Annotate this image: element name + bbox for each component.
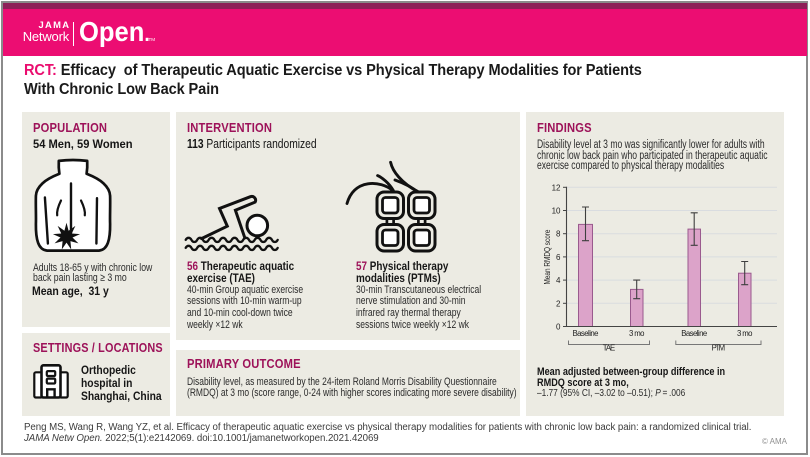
svg-text:4: 4	[556, 276, 561, 285]
svg-text:2: 2	[556, 299, 561, 308]
svg-text:PTM: PTM	[712, 344, 726, 353]
svg-text:6: 6	[556, 253, 561, 262]
svg-text:8: 8	[556, 230, 561, 239]
svg-text:0: 0	[556, 323, 561, 332]
svg-text:TAE: TAE	[603, 344, 616, 353]
svg-text:3 mo: 3 mo	[629, 329, 645, 338]
svg-text:Baseline: Baseline	[573, 329, 599, 338]
svg-text:Baseline: Baseline	[681, 329, 707, 338]
svg-text:10: 10	[552, 207, 561, 216]
svg-text:3 mo: 3 mo	[737, 329, 753, 338]
svg-text:Mean RMDQ score: Mean RMDQ score	[542, 229, 552, 284]
svg-text:12: 12	[552, 183, 561, 192]
